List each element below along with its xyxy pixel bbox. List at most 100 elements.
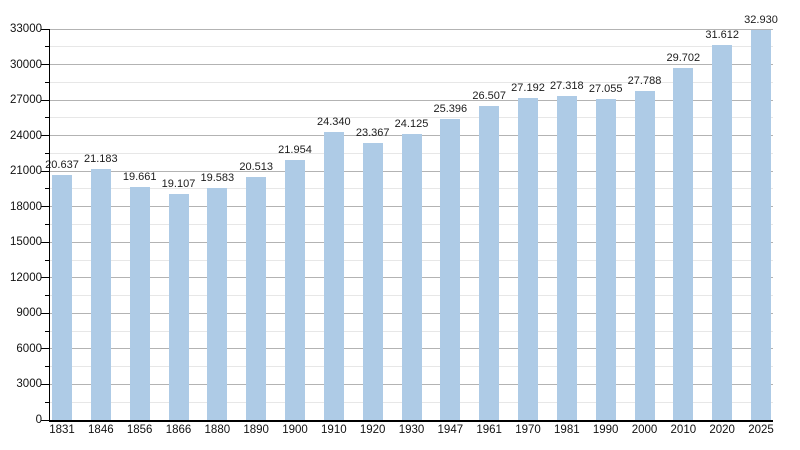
- x-tick-label: 1990: [592, 424, 619, 436]
- bar-value-label: 31.612: [705, 29, 739, 42]
- y-axis: [48, 29, 50, 422]
- y-tick-label: 30000: [10, 58, 42, 71]
- bar-value-label: 26.507: [472, 89, 506, 102]
- y-major-tick: [41, 277, 50, 279]
- x-tick-label: 1831: [49, 424, 75, 436]
- bar-value-label: 21.954: [278, 143, 312, 156]
- bar-value-label: 27.318: [550, 80, 584, 93]
- y-major-tick: [41, 348, 50, 350]
- bar: [246, 176, 267, 420]
- y-tick-label: 3000: [16, 378, 42, 391]
- bar-value-label: 27.788: [627, 74, 662, 87]
- y-major-tick: [41, 383, 50, 385]
- bar: [401, 134, 422, 420]
- bar: [207, 187, 228, 420]
- x-tick-label: 1866: [165, 424, 192, 436]
- bar-value-label: 24.125: [394, 118, 429, 131]
- y-minor-tick: [45, 295, 50, 297]
- x-tick-label: 1856: [126, 424, 153, 436]
- bar: [751, 29, 771, 420]
- y-minor-tick: [45, 366, 50, 368]
- major-gridline: [50, 28, 773, 30]
- bar-value-label: 32.930: [744, 13, 778, 26]
- x-tick-label: 2020: [709, 424, 735, 436]
- y-minor-tick: [45, 330, 50, 332]
- y-minor-tick: [45, 152, 50, 154]
- x-axis: [48, 419, 773, 422]
- bar-value-label: 19.661: [122, 171, 157, 184]
- bar: [323, 131, 344, 420]
- y-tick-label: 24000: [10, 129, 42, 142]
- x-tick-label: 1981: [554, 424, 580, 436]
- y-minor-tick: [45, 117, 50, 119]
- x-tick-label: 1930: [398, 424, 425, 436]
- bar: [712, 45, 733, 420]
- bar: [673, 68, 694, 420]
- x-tick-label: 1910: [321, 424, 347, 436]
- y-tick-label: 6000: [16, 342, 42, 355]
- minor-gridline: [50, 117, 773, 119]
- x-tick-label: 2025: [748, 424, 774, 436]
- bar-value-label: 25.396: [433, 103, 468, 116]
- bar-value-label: 20.637: [45, 159, 79, 172]
- y-minor-tick: [45, 259, 50, 261]
- y-tick-label: 9000: [16, 307, 42, 320]
- bar: [595, 99, 616, 420]
- y-tick-label: 21000: [10, 165, 42, 178]
- y-tick-label: 12000: [10, 271, 42, 284]
- bar: [362, 143, 383, 420]
- y-tick-label: 0: [35, 414, 42, 426]
- bar-value-label: 27.055: [588, 83, 623, 96]
- bar: [285, 159, 305, 420]
- x-tick-label: 1900: [282, 424, 308, 436]
- bar: [90, 169, 111, 420]
- y-minor-tick: [45, 188, 50, 190]
- x-tick-label: 2000: [631, 424, 658, 436]
- bar-value-label: 29.702: [666, 52, 701, 65]
- bar-value-label: 24.340: [317, 115, 351, 128]
- x-tick-label: 1880: [204, 424, 231, 436]
- y-minor-tick: [45, 81, 50, 83]
- x-tick-label: 2010: [670, 424, 697, 436]
- bar-value-label: 27.192: [511, 81, 545, 94]
- y-tick-label: 33000: [10, 23, 42, 35]
- y-tick-label: 18000: [10, 200, 42, 213]
- bar: [556, 96, 577, 420]
- y-major-tick: [41, 312, 50, 314]
- bar-value-label: 23.367: [355, 127, 390, 140]
- bar: [518, 97, 538, 420]
- minor-gridline: [50, 81, 773, 83]
- bar-value-label: 19.583: [200, 171, 235, 184]
- y-minor-tick: [45, 224, 50, 225]
- major-gridline: [50, 99, 773, 101]
- y-tick-label: 15000: [10, 236, 42, 249]
- y-major-tick: [41, 170, 50, 172]
- bar: [168, 193, 189, 420]
- bar-value-label: 20.513: [239, 160, 273, 173]
- x-tick-label: 1846: [88, 424, 114, 436]
- y-major-tick: [41, 241, 50, 243]
- bar: [52, 175, 72, 420]
- y-major-tick: [41, 28, 50, 30]
- bar: [129, 187, 150, 420]
- x-tick-label: 1890: [243, 424, 269, 436]
- y-major-tick: [41, 206, 50, 208]
- y-tick-label: 27000: [10, 94, 42, 107]
- y-minor-tick: [45, 46, 50, 48]
- bar: [479, 105, 500, 420]
- bar-value-label: 21.183: [84, 153, 118, 165]
- bar-value-label: 19.107: [161, 177, 196, 190]
- x-tick-label: 1947: [437, 424, 464, 436]
- x-tick-label: 1920: [359, 424, 386, 436]
- minor-gridline: [50, 46, 773, 48]
- x-tick-label: 1961: [476, 424, 502, 436]
- bar: [440, 119, 461, 420]
- y-minor-tick: [45, 401, 50, 403]
- major-gridline: [50, 64, 773, 66]
- y-major-tick: [41, 64, 50, 66]
- y-major-tick: [41, 135, 50, 137]
- y-major-tick: [41, 99, 50, 101]
- y-major-tick: [41, 419, 50, 421]
- bar: [634, 90, 655, 420]
